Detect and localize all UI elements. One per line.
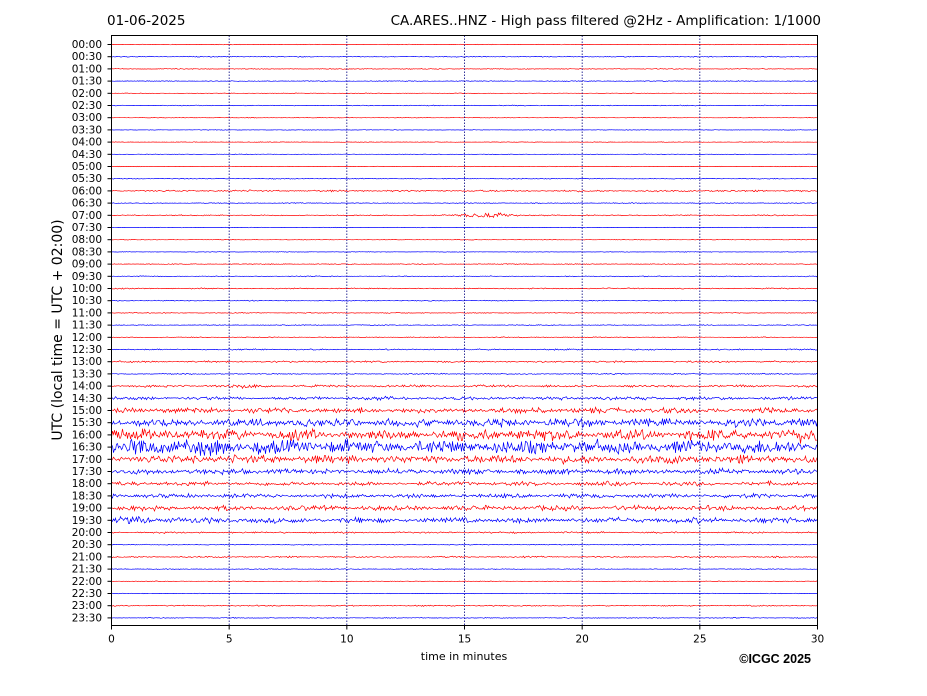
y-tick-label: 16:00 [72, 429, 102, 441]
y-axis-label: UTC (local time = UTC + 02:00) [50, 219, 66, 440]
y-tick-label: 13:30 [72, 368, 102, 380]
x-tick-label: 15 [458, 634, 471, 646]
trace-line [111, 202, 818, 205]
y-tick-label: 07:00 [72, 210, 102, 222]
y-tick-label: 10:00 [72, 283, 102, 295]
trace-line [111, 212, 818, 219]
copyright-label: ©ICGC 2025 [739, 652, 811, 666]
y-tick-label: 14:00 [72, 381, 102, 393]
trace-line [111, 141, 818, 143]
y-tick-label: 00:00 [72, 39, 102, 51]
x-tick-label: 5 [226, 634, 233, 646]
y-tick-label: 19:30 [72, 515, 102, 527]
x-tick-label: 10 [340, 634, 353, 646]
trace-line [111, 580, 818, 582]
y-tick-label: 17:00 [72, 454, 102, 466]
x-tick-labels: 0 5 10 15 20 25 30 [107, 44, 824, 646]
trace-line [111, 543, 818, 546]
y-tick-label: 21:00 [72, 551, 102, 563]
y-tick-label: 05:00 [72, 161, 102, 173]
trace-line [111, 372, 818, 376]
y-tick-label: 22:30 [72, 588, 102, 600]
y-tick-label: 11:00 [72, 307, 102, 319]
y-tick-label: 09:00 [72, 259, 102, 271]
y-tick-label: 22:00 [72, 576, 102, 588]
y-tick-label: 12:30 [72, 344, 102, 356]
y-tick-label: 10:30 [72, 295, 102, 307]
y-tick-label: 05:30 [72, 173, 102, 185]
trace-line [111, 336, 818, 339]
x-tick-label: 25 [693, 634, 706, 646]
x-tick-label: 30 [811, 634, 824, 646]
trace-lines [111, 43, 818, 619]
y-tick-label: 23:00 [72, 600, 102, 612]
y-tick-label: 20:00 [72, 527, 102, 539]
y-tick-label: 06:30 [72, 198, 102, 210]
trace-line [111, 189, 818, 193]
y-tick-label: 11:30 [72, 320, 102, 332]
y-tick-label: 14:30 [72, 393, 102, 405]
y-tick-label: 19:00 [72, 503, 102, 515]
y-tick-label: 12:00 [72, 332, 102, 344]
y-tick-label: 01:00 [72, 63, 102, 75]
vertical-gridlines [228, 35, 701, 626]
y-tick-label: 04:00 [72, 137, 102, 149]
y-tick-label: 01:30 [72, 76, 102, 88]
trace-line [111, 555, 818, 559]
y-tick-label: 23:30 [72, 612, 102, 624]
x-tick-label: 20 [575, 634, 588, 646]
y-tick-label: 21:30 [72, 564, 102, 576]
y-tick-label: 02:30 [72, 100, 102, 112]
y-tick-label: 08:00 [72, 234, 102, 246]
y-tick-label: 09:30 [72, 271, 102, 283]
trace-line [111, 568, 818, 570]
y-tick-label: 07:30 [72, 222, 102, 234]
y-tick-label: 16:30 [72, 442, 102, 454]
y-tick-label: 17:30 [72, 466, 102, 478]
y-tick-label: 15:00 [72, 405, 102, 417]
y-tick-label: 13:00 [72, 356, 102, 368]
y-tick-label: 03:00 [72, 112, 102, 124]
y-tick-label: 18:00 [72, 478, 102, 490]
y-tick-label: 18:30 [72, 490, 102, 502]
y-tick-label: 00:30 [72, 51, 102, 63]
trace-line [111, 153, 818, 155]
y-tick-label: 06:00 [72, 185, 102, 197]
y-tick-label: 04:30 [72, 149, 102, 161]
y-tick-label: 03:30 [72, 124, 102, 136]
x-tick-label: 0 [108, 634, 115, 646]
chart-title: CA.ARES..HNZ - High pass filtered @2Hz -… [391, 13, 821, 29]
y-tick-label: 20:30 [72, 539, 102, 551]
y-tick-label: 02:00 [72, 88, 102, 100]
trace-line [111, 177, 818, 180]
y-tick-label: 08:30 [72, 246, 102, 258]
trace-line [111, 165, 818, 168]
y-tick-label: 15:30 [72, 417, 102, 429]
date-label: 01-06-2025 [107, 13, 185, 29]
y-tick-labels: 00:0000:3001:0001:3002:0002:3003:0003:30… [72, 39, 102, 624]
trace-line [111, 360, 818, 364]
x-axis-label: time in minutes [421, 650, 508, 663]
trace-line [111, 427, 818, 444]
trace-line [111, 531, 818, 535]
